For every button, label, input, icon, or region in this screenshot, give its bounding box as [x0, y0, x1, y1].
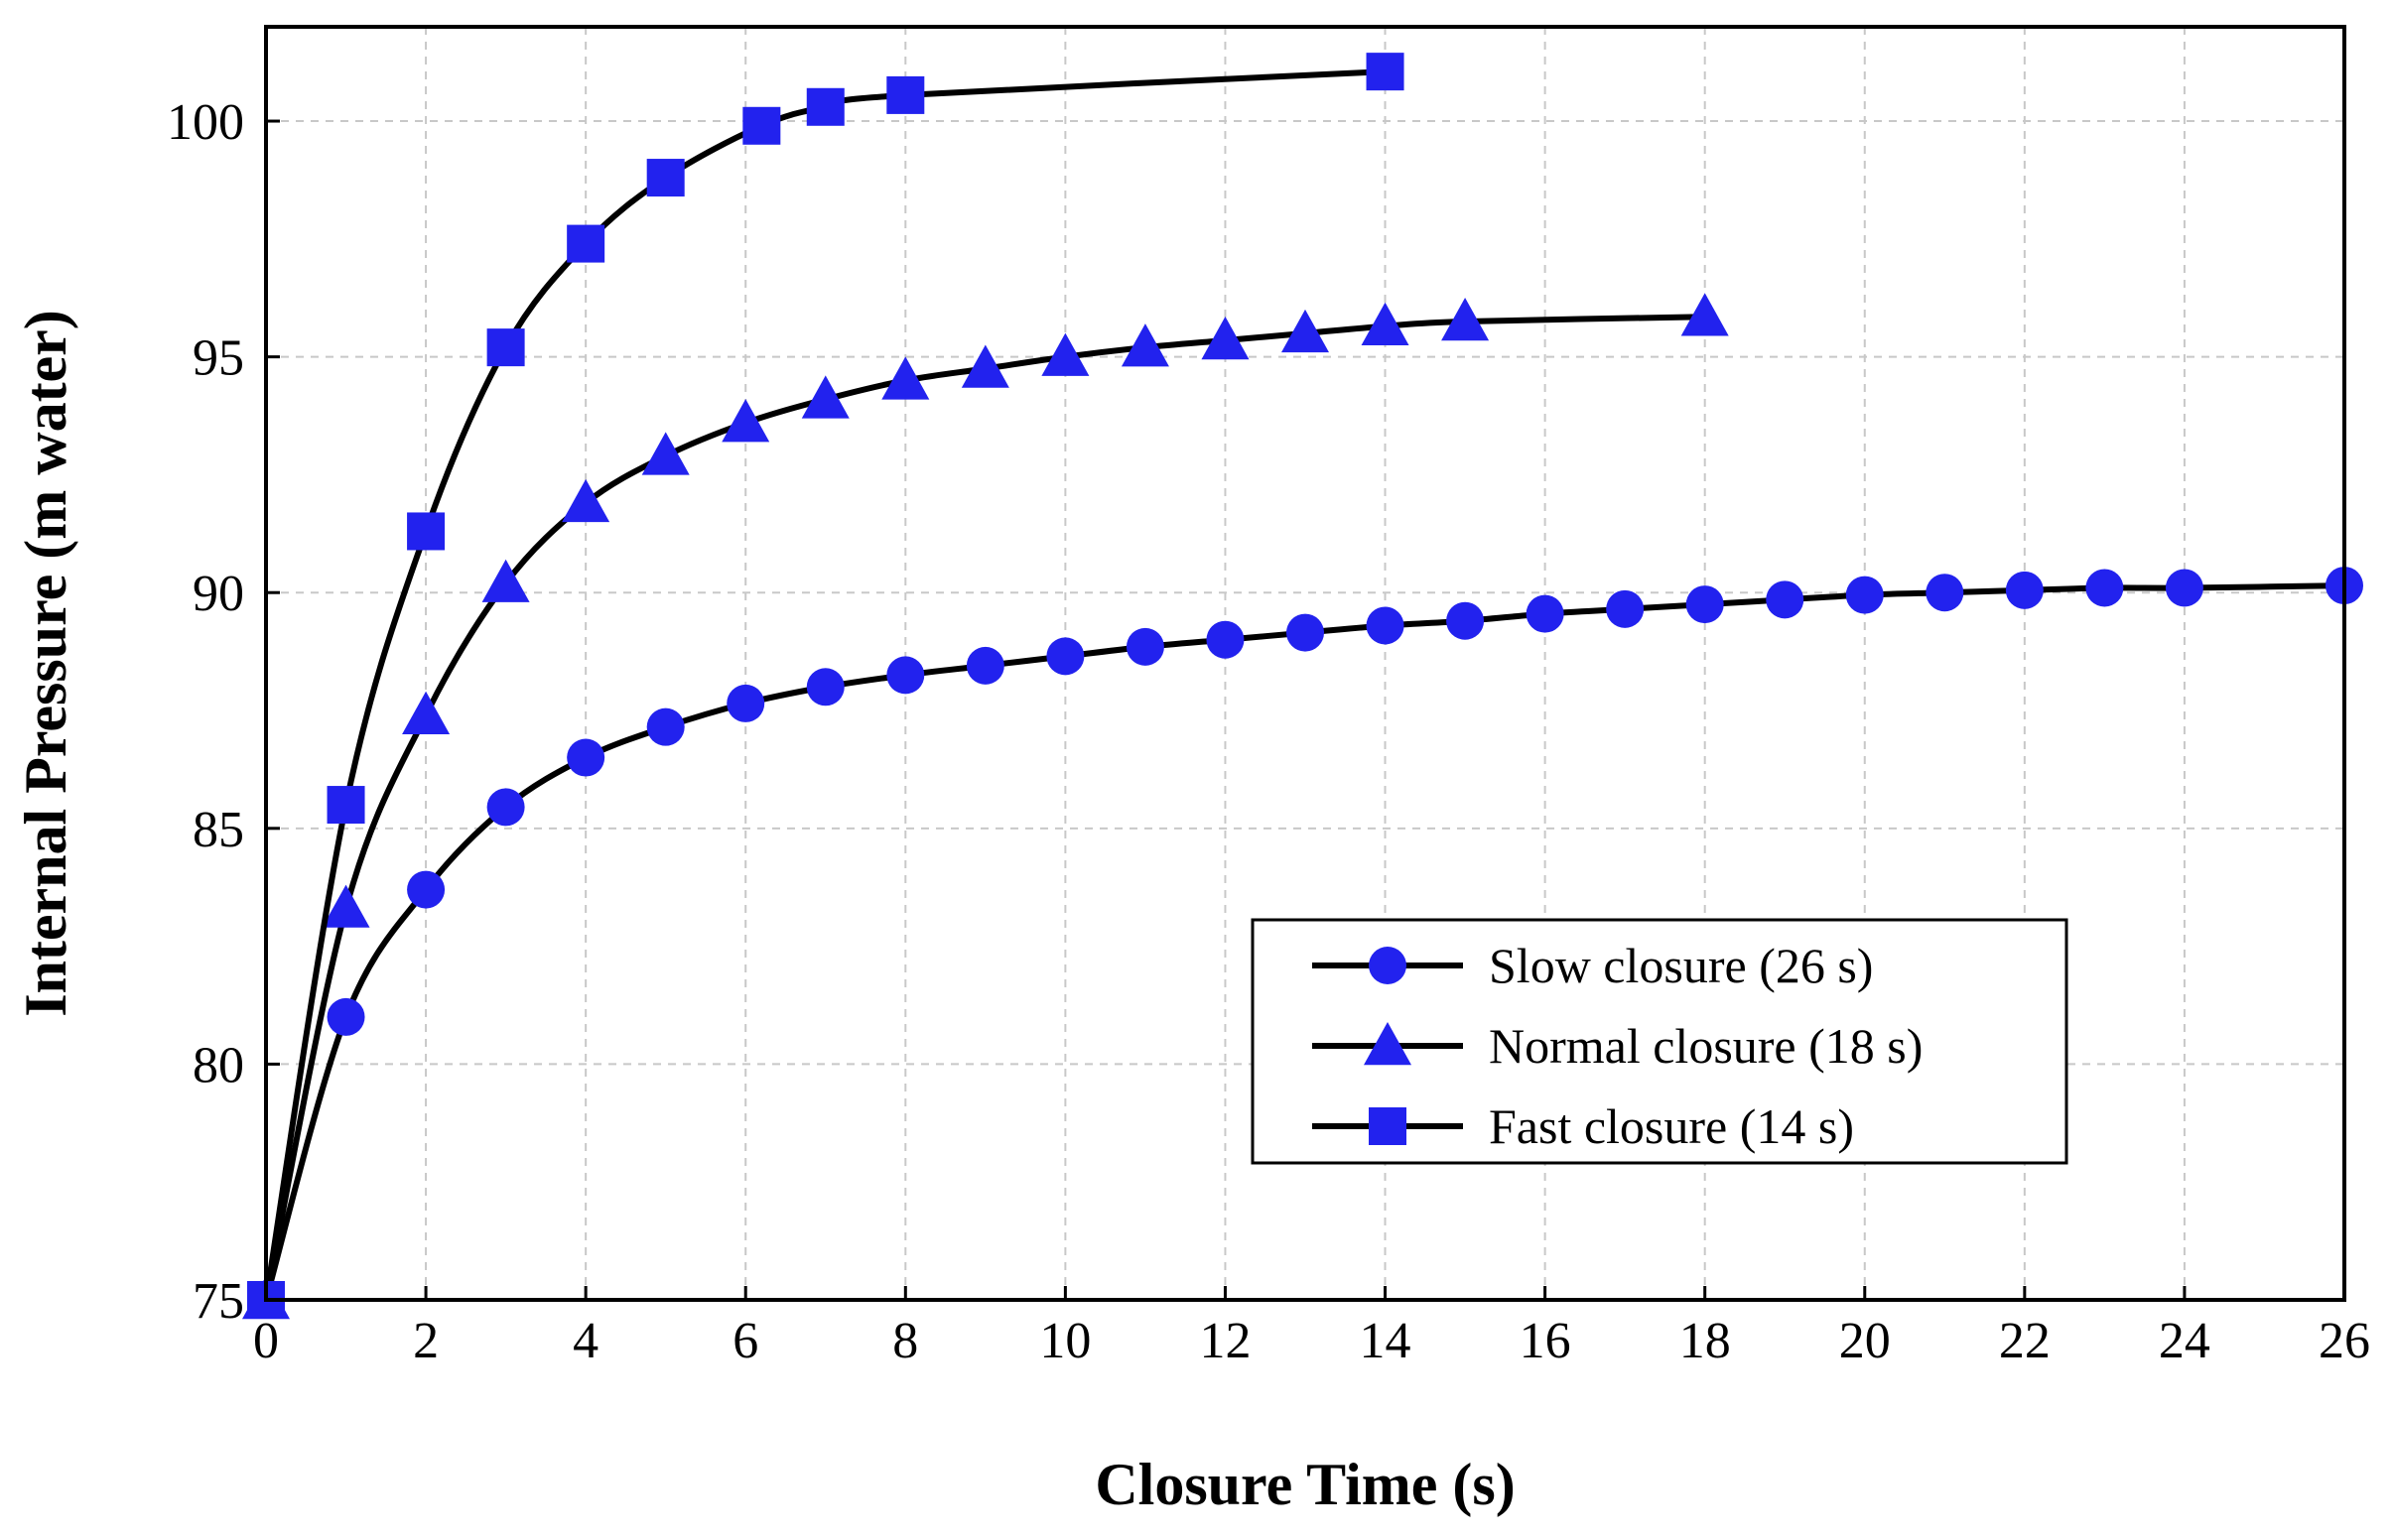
x-tick-label: 16 [1520, 1313, 1571, 1369]
data-point-normal [402, 691, 451, 734]
legend-label: Normal closure (18 s) [1489, 1018, 1923, 1074]
data-point-slow [1526, 594, 1564, 633]
legend-item-fast: Fast closure (14 s) [1312, 1098, 1854, 1154]
series-line-normal [263, 314, 1705, 1301]
legend-marker-triangle [1364, 1022, 1411, 1066]
legend-marker-square [1369, 1107, 1406, 1145]
data-point-slow [327, 997, 365, 1036]
data-point-normal [322, 884, 370, 928]
data-point-normal [641, 432, 690, 475]
data-point-fast [567, 224, 605, 263]
data-point-fast [742, 106, 781, 145]
y-tick-label: 90 [193, 566, 244, 622]
x-tick-label: 6 [732, 1313, 758, 1369]
data-point-normal [1121, 323, 1169, 367]
x-tick-label: 4 [573, 1313, 598, 1369]
data-point-slow [646, 707, 685, 746]
x-tick-label: 26 [2319, 1313, 2370, 1369]
data-point-slow [1606, 589, 1645, 628]
data-point-fast [486, 328, 525, 367]
x-tick-label: 12 [1199, 1313, 1251, 1369]
y-tick-label: 80 [193, 1037, 244, 1093]
data-point-slow [2085, 569, 2124, 607]
x-axis-title: Closure Time (s) [1095, 1452, 1515, 1517]
x-tick-label: 0 [253, 1313, 279, 1369]
x-axis: 0 2 4 6 8 10 12 14 16 18 20 22 24 26 [253, 1286, 2370, 1369]
series-normal [242, 293, 1729, 1320]
plot-frame [264, 25, 2346, 1302]
x-tick-label: 8 [892, 1313, 918, 1369]
data-point-slow [806, 668, 845, 706]
data-point-normal [1281, 309, 1329, 353]
data-point-slow [1366, 606, 1404, 645]
data-point-slow [1685, 585, 1724, 624]
data-point-normal [722, 399, 770, 443]
y-tick-label: 95 [193, 330, 244, 387]
data-point-slow [1126, 627, 1164, 666]
x-tick-label: 14 [1360, 1313, 1411, 1369]
legend-label: Slow closure (26 s) [1489, 938, 1873, 993]
data-point-fast [407, 512, 446, 551]
data-point-fast [1366, 53, 1404, 91]
data-point-normal [961, 344, 1009, 388]
data-point-slow [966, 646, 1004, 685]
data-point-normal [1680, 293, 1729, 336]
data-point-slow [1446, 601, 1485, 640]
data-point-slow [567, 738, 605, 777]
x-tick-label: 20 [1839, 1313, 1891, 1369]
data-point-slow [2165, 569, 2203, 607]
data-point-normal [481, 559, 530, 602]
data-point-slow [886, 656, 925, 695]
x-tick-label: 24 [2159, 1313, 2210, 1369]
legend-marker-circle [1369, 947, 1406, 984]
data-point-slow [1845, 576, 1884, 614]
y-tick-label: 100 [167, 94, 244, 151]
data-point-slow [2005, 571, 2044, 609]
data-point-slow [1926, 574, 1964, 612]
y-axis-title: Internal Pressure (m water) [13, 310, 78, 1017]
data-point-fast [886, 75, 925, 114]
x-tick-label: 22 [1999, 1313, 2051, 1369]
legend-item-normal: Normal closure (18 s) [1312, 1018, 1923, 1074]
data-point-normal [562, 478, 610, 523]
legend-item-slow: Slow closure (26 s) [1312, 938, 1873, 993]
series-fast [247, 53, 1404, 1319]
data-point-fast [646, 159, 685, 197]
y-tick-label: 75 [193, 1273, 244, 1330]
data-point-fast [327, 786, 365, 825]
data-point-normal [1041, 332, 1090, 376]
data-point-slow [486, 788, 525, 827]
data-point-normal [1441, 297, 1490, 341]
y-axis: 75 80 85 90 95 100 [167, 94, 280, 1330]
legend: Slow closure (26 s) Normal closure (18 s)… [1251, 918, 2068, 1165]
data-point-normal [1361, 302, 1409, 345]
data-point-slow [1766, 580, 1804, 619]
data-point-slow [407, 870, 446, 909]
data-point-normal [1201, 316, 1250, 360]
data-point-slow [1286, 613, 1324, 652]
data-point-normal [881, 356, 930, 400]
data-point-normal [801, 375, 850, 419]
x-tick-label: 10 [1039, 1313, 1091, 1369]
data-point-fast [806, 87, 845, 126]
data-point-slow [1046, 637, 1085, 676]
y-tick-label: 85 [193, 802, 244, 858]
x-tick-label: 2 [413, 1313, 439, 1369]
legend-items: Slow closure (26 s) Normal closure (18 s)… [1312, 938, 1923, 1154]
legend-label: Fast closure (14 s) [1489, 1098, 1854, 1154]
x-tick-label: 18 [1679, 1313, 1731, 1369]
data-point-slow [1206, 620, 1245, 659]
data-point-slow [727, 684, 765, 722]
